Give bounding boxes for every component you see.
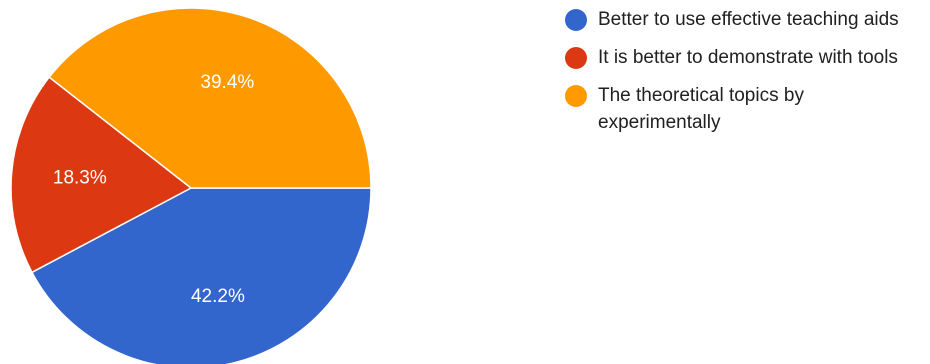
legend-item-effective-teaching-aids[interactable]: Better to use effective teaching aids — [565, 6, 927, 33]
legend-item-demonstrate-with-tools[interactable]: It is better to demonstrate with tools — [565, 44, 927, 71]
slice-percent-label: 42.2% — [191, 286, 245, 307]
legend-label: The theoretical topics by experimentally — [598, 85, 804, 133]
legend: Better to use effective teaching aids It… — [565, 6, 927, 147]
legend-swatch-blue — [565, 9, 587, 31]
legend-label: It is better to demonstrate with tools — [598, 47, 898, 68]
pie-slice-it-is-better-to-demonstrate-with-tools[interactable] — [10, 76, 193, 274]
pie-slice-the-theoretical-topics-by-experimentally[interactable] — [48, 7, 372, 189]
legend-label: Better to use effective teaching aids — [598, 9, 899, 30]
legend-item-theoretical-topics[interactable]: The theoretical topics by experimentally — [565, 82, 927, 136]
slice-percent-label: 18.3% — [53, 168, 107, 189]
legend-swatch-orange — [565, 85, 587, 107]
slice-percent-label: 39.4% — [200, 72, 254, 93]
legend-swatch-red — [565, 47, 587, 69]
pie-slice-better-to-use-effective-teaching-aids[interactable] — [30, 187, 372, 364]
